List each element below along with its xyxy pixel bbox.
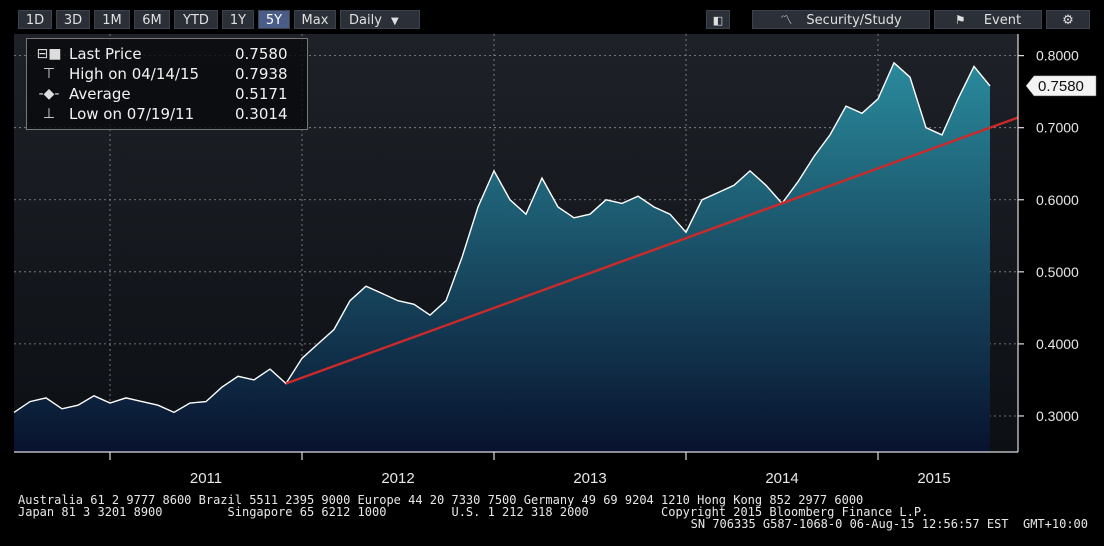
- average-marker-icon: -◆-: [38, 86, 60, 102]
- y-tick-label-5: 0.8000: [1036, 48, 1079, 64]
- x-tick-label-4: 2015: [917, 470, 950, 487]
- event-label: Event: [983, 13, 1022, 28]
- x-tick-label-0: 2011: [190, 470, 222, 487]
- legend-row-average: -◆- Average 0.5171: [35, 84, 301, 104]
- legend: ⊟■ Last Price 0.7580 ⊤ High on 04/14/15 …: [26, 38, 308, 130]
- legend-value-low: 0.3014: [235, 105, 288, 123]
- x-tick-label-3: 2014: [765, 470, 798, 487]
- price-line: [13, 61, 991, 414]
- range-button-ytd[interactable]: YTD: [174, 10, 218, 29]
- low-marker-icon: ⊥: [42, 106, 56, 122]
- price-area: [14, 62, 990, 453]
- line-chart-icon: 〽: [780, 13, 793, 27]
- last-price-tag: [1025, 75, 1097, 97]
- footer-line-1: Australia 61 2 9777 8600 Brazil 5511 239…: [18, 493, 864, 507]
- range-button-3d[interactable]: 3D: [56, 10, 90, 29]
- y-tick-label-2: 0.5000: [1036, 264, 1079, 280]
- legend-value-high: 0.7938: [235, 65, 288, 83]
- high-marker-icon: ⊤: [42, 66, 56, 82]
- range-button-5y[interactable]: 5Y: [258, 10, 290, 29]
- legend-row-last-price: ⊟■ Last Price 0.7580: [35, 44, 301, 64]
- y-axis: 0.3000 0.4000 0.5000 0.6000 0.7000 0.8000: [1018, 48, 1079, 424]
- period-select[interactable]: Daily ▼: [340, 10, 420, 29]
- period-select-value: Daily: [349, 13, 382, 28]
- footer-line-3: SN 706335 G587-1068-0 06-Aug-15 12:56:57…: [690, 517, 1088, 531]
- x-tick-label-1: 2012: [381, 470, 414, 487]
- legend-value-last-price: 0.7580: [235, 45, 288, 63]
- y-tick-label-0: 0.3000: [1036, 408, 1079, 424]
- y-tick-label-3: 0.6000: [1036, 192, 1079, 208]
- zoom-button[interactable]: ◧: [706, 10, 730, 29]
- legend-row-low: ⊥ Low on 07/19/11 0.3014: [35, 104, 301, 124]
- legend-value-average: 0.5171: [235, 85, 288, 103]
- x-axis: 2011 2012 2013 2014 2015: [109, 452, 951, 487]
- gear-icon: ⚙: [1062, 13, 1074, 28]
- chevron-down-icon: ▼: [391, 16, 399, 27]
- flag-icon: ⚑: [954, 13, 966, 27]
- range-button-1m[interactable]: 1M: [94, 10, 130, 29]
- footer-line-2: Japan 81 3 3201 8900 Singapore 65 6212 1…: [18, 505, 929, 519]
- legend-label-low: Low on 07/19/11: [69, 105, 195, 123]
- legend-box-icon: ⊟■: [36, 46, 62, 62]
- y-tick-label-1: 0.4000: [1036, 336, 1079, 352]
- footer-contacts: Australia 61 2 9777 8600 Brazil 5511 239…: [18, 494, 1088, 530]
- zoom-icon: ◧: [712, 14, 724, 27]
- range-button-1d[interactable]: 1D: [18, 10, 52, 29]
- range-button-max[interactable]: Max: [294, 10, 336, 29]
- range-button-6m[interactable]: 6M: [134, 10, 170, 29]
- last-price-marker: 0.7580: [1025, 75, 1097, 97]
- settings-button[interactable]: ⚙: [1046, 10, 1090, 29]
- y-tick-label-4: 0.7000: [1036, 120, 1079, 136]
- legend-label-last-price: Last Price: [69, 45, 142, 63]
- chart-toolbar: 1D 3D 1M 6M YTD 1Y 5Y Max Daily ▼ ◧ 〽 Se…: [0, 0, 1104, 32]
- security-study-button[interactable]: 〽 Security/Study: [752, 10, 930, 29]
- trend-line: [285, 116, 1019, 385]
- event-button[interactable]: ⚑ Event: [934, 10, 1042, 29]
- security-study-label: Security/Study: [806, 13, 902, 28]
- legend-label-average: Average: [69, 85, 131, 103]
- legend-row-high: ⊤ High on 04/14/15 0.7938: [35, 64, 301, 84]
- x-tick-label-2: 2013: [573, 470, 606, 487]
- legend-label-high: High on 04/14/15: [69, 65, 200, 83]
- last-price-tag-label: 0.7580: [1038, 78, 1084, 95]
- range-button-1y[interactable]: 1Y: [222, 10, 254, 29]
